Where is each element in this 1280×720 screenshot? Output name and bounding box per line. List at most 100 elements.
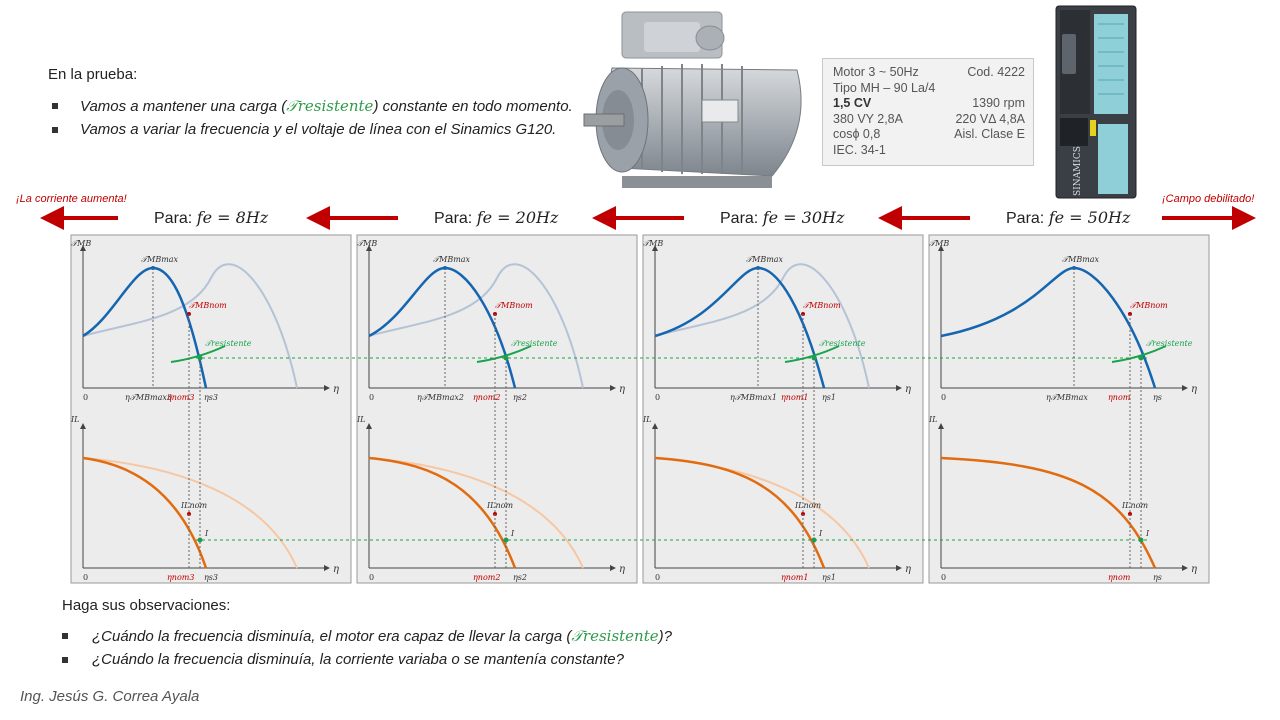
panel-frame (70, 234, 352, 584)
bullet1-pre: Vamos a mantener una carga ( (80, 98, 287, 115)
current-axis-label: IL (928, 415, 937, 424)
freq-header-8hz: Para: fe = 8Hz (154, 208, 268, 228)
spec-r5-c0: IEC. 34-1 (833, 142, 886, 157)
freq-prefix: Para: (720, 210, 763, 227)
torque-axis-label: 𝒯MB (929, 239, 949, 248)
freq-math: fe = 20Hz (476, 208, 559, 227)
speed-axis-label: η (333, 384, 339, 395)
nominal-current-label: ILnom (794, 501, 821, 510)
max-torque-speed-label: η𝒯MBmax2 (417, 393, 464, 402)
ghost-current-curve (82, 457, 298, 569)
sync-speed-label-lower: ηs3 (204, 573, 218, 582)
direction-arrows (40, 206, 1256, 230)
device-label: SINAMICS (1073, 146, 1083, 196)
spec-r1-c0: Tipo MH – 90 La/4 (833, 80, 936, 95)
panel-frame (356, 234, 638, 584)
load-torque-label: 𝒯resistente (511, 339, 558, 348)
freq-prefix: Para: (434, 210, 477, 227)
origin-label: 0 (369, 393, 374, 402)
origin-label: 0 (655, 393, 660, 402)
sync-speed-label: ηs (1153, 393, 1162, 402)
sync-speed-label-lower: ηs1 (822, 573, 836, 582)
origin-label-lower: 0 (655, 573, 660, 582)
torque-axis-label: 𝒯MB (643, 239, 663, 248)
freq-header-30hz: Para: fe = 30Hz (720, 208, 844, 228)
spec-r2-c1: 1390 rpm (972, 96, 1025, 110)
max-torque-label: 𝒯MBmax (1062, 255, 1100, 264)
nominal-speed-label: ηnom2 (473, 393, 500, 402)
origin-label-lower: 0 (83, 573, 88, 582)
load-torque-label: 𝒯resistente (205, 339, 252, 348)
freq-math: fe = 50Hz (1048, 208, 1131, 227)
current-curve (82, 456, 208, 569)
question-1: ¿Cuándo la frecuencia disminuía, el moto… (62, 626, 672, 650)
nominal-current-label: ILnom (180, 501, 207, 510)
nominal-torque-label: 𝒯MBnom (1130, 301, 1168, 310)
bullet1-post: ) constante en todo momento. (373, 98, 573, 115)
nominal-current-label: ILnom (486, 501, 513, 510)
sync-speed-label-lower: ηs (1153, 573, 1162, 582)
origin-label-lower: 0 (941, 573, 946, 582)
nominal-speed-label: ηnom (1108, 393, 1131, 402)
spec-r0-c0: Motor 3 ~ 50Hz (833, 65, 919, 79)
speed-axis-label-lower: η (619, 564, 625, 575)
load-torque-label: 𝒯resistente (1146, 339, 1193, 348)
max-torque-label: 𝒯MBmax (433, 255, 471, 264)
graph-panel-2: 𝒯MB IL η η 0 0 𝒯MBmax 𝒯MBnom 𝒯resistente ILnom Iη𝒯… (356, 234, 638, 584)
max-torque-label: 𝒯MBmax (141, 255, 179, 264)
intro-title: En la prueba: (48, 66, 138, 83)
speed-axis-label: η (619, 384, 625, 395)
load-torque-symbol: 𝒯resistente (286, 97, 374, 115)
freq-prefix: Para: (154, 210, 197, 227)
question-2: ¿Cuándo la frecuencia disminuía, la corr… (62, 650, 672, 674)
max-torque-speed-label: η𝒯MBmax1 (730, 393, 777, 402)
origin-label: 0 (83, 393, 88, 402)
current-axis-label: IL (70, 415, 79, 424)
sync-speed-label: ηs1 (822, 393, 836, 402)
operating-current-label: I (818, 529, 823, 538)
intro-bullets: Vamos a mantener una carga (𝒯resistente)… (52, 96, 573, 144)
current-curve (654, 456, 826, 569)
speed-axis-label: η (1191, 384, 1197, 395)
nominal-speed-label: ηnom1 (781, 393, 808, 402)
load-torque-label: 𝒯resistente (819, 339, 866, 348)
sync-speed-label-lower: ηs2 (513, 573, 527, 582)
spec-r4-c1: Aisl. Clase E (954, 127, 1025, 141)
operating-current-label: I (1145, 529, 1150, 538)
current-axis-label: IL (642, 415, 651, 424)
author-credit: Ing. Jesús G. Correa Ayala (20, 688, 200, 705)
spec-r3-c0: 380 VY 2,8A (833, 111, 903, 126)
origin-label-lower: 0 (369, 573, 374, 582)
nominal-speed-label-lower: ηnom (1108, 573, 1131, 582)
spec-r3-c1: 220 VΔ 4,8A (955, 111, 1025, 126)
nominal-torque-label: 𝒯MBnom (803, 301, 841, 310)
torque-axis-label: 𝒯MB (71, 239, 91, 248)
nominal-speed-label-lower: ηnom1 (781, 573, 808, 582)
speed-axis-label: η (905, 384, 911, 395)
operating-current-label: I (204, 529, 209, 538)
intro-bullet-load: Vamos a mantener una carga (𝒯resistente)… (52, 96, 573, 120)
intro-bullet-frequency: Vamos a variar la frecuencia y el voltaj… (52, 120, 573, 144)
q1-symbol: 𝒯resistente (571, 627, 659, 645)
spec-r2-c0: 1,5 CV (833, 96, 872, 110)
graph-panel-4: 𝒯MB IL η η 0 0 𝒯MBmax 𝒯MBnom 𝒯resistente ILnom Iη𝒯… (928, 234, 1210, 584)
q1-pre: ¿Cuándo la frecuencia disminuía, el moto… (92, 628, 572, 645)
nominal-current-label: ILnom (1121, 501, 1148, 510)
nominal-speed-label: ηnom3 (167, 393, 194, 402)
ghost-current-curve (368, 457, 584, 569)
sync-speed-label: ηs2 (513, 393, 527, 402)
motor-spec-plate: Motor 3 ~ 50Hz Cod. 4222 Tipo MH – 90 La/… (822, 58, 1034, 166)
note-current-increases: ¡La corriente aumenta! (16, 193, 127, 205)
freq-math: fe = 8Hz (196, 208, 269, 227)
current-curve (368, 456, 517, 569)
ghost-torque-curve (654, 263, 870, 389)
freq-header-50hz: Para: fe = 50Hz (1006, 208, 1130, 228)
nominal-torque-label: 𝒯MBnom (189, 301, 227, 310)
observation-questions: ¿Cuándo la frecuencia disminuía, el moto… (62, 626, 672, 674)
current-axis-label: IL (356, 415, 365, 424)
ghost-torque-curve (82, 263, 298, 389)
panel-frame (928, 234, 1210, 584)
q1-post: )? (658, 628, 672, 645)
max-torque-label: 𝒯MBmax (746, 255, 784, 264)
